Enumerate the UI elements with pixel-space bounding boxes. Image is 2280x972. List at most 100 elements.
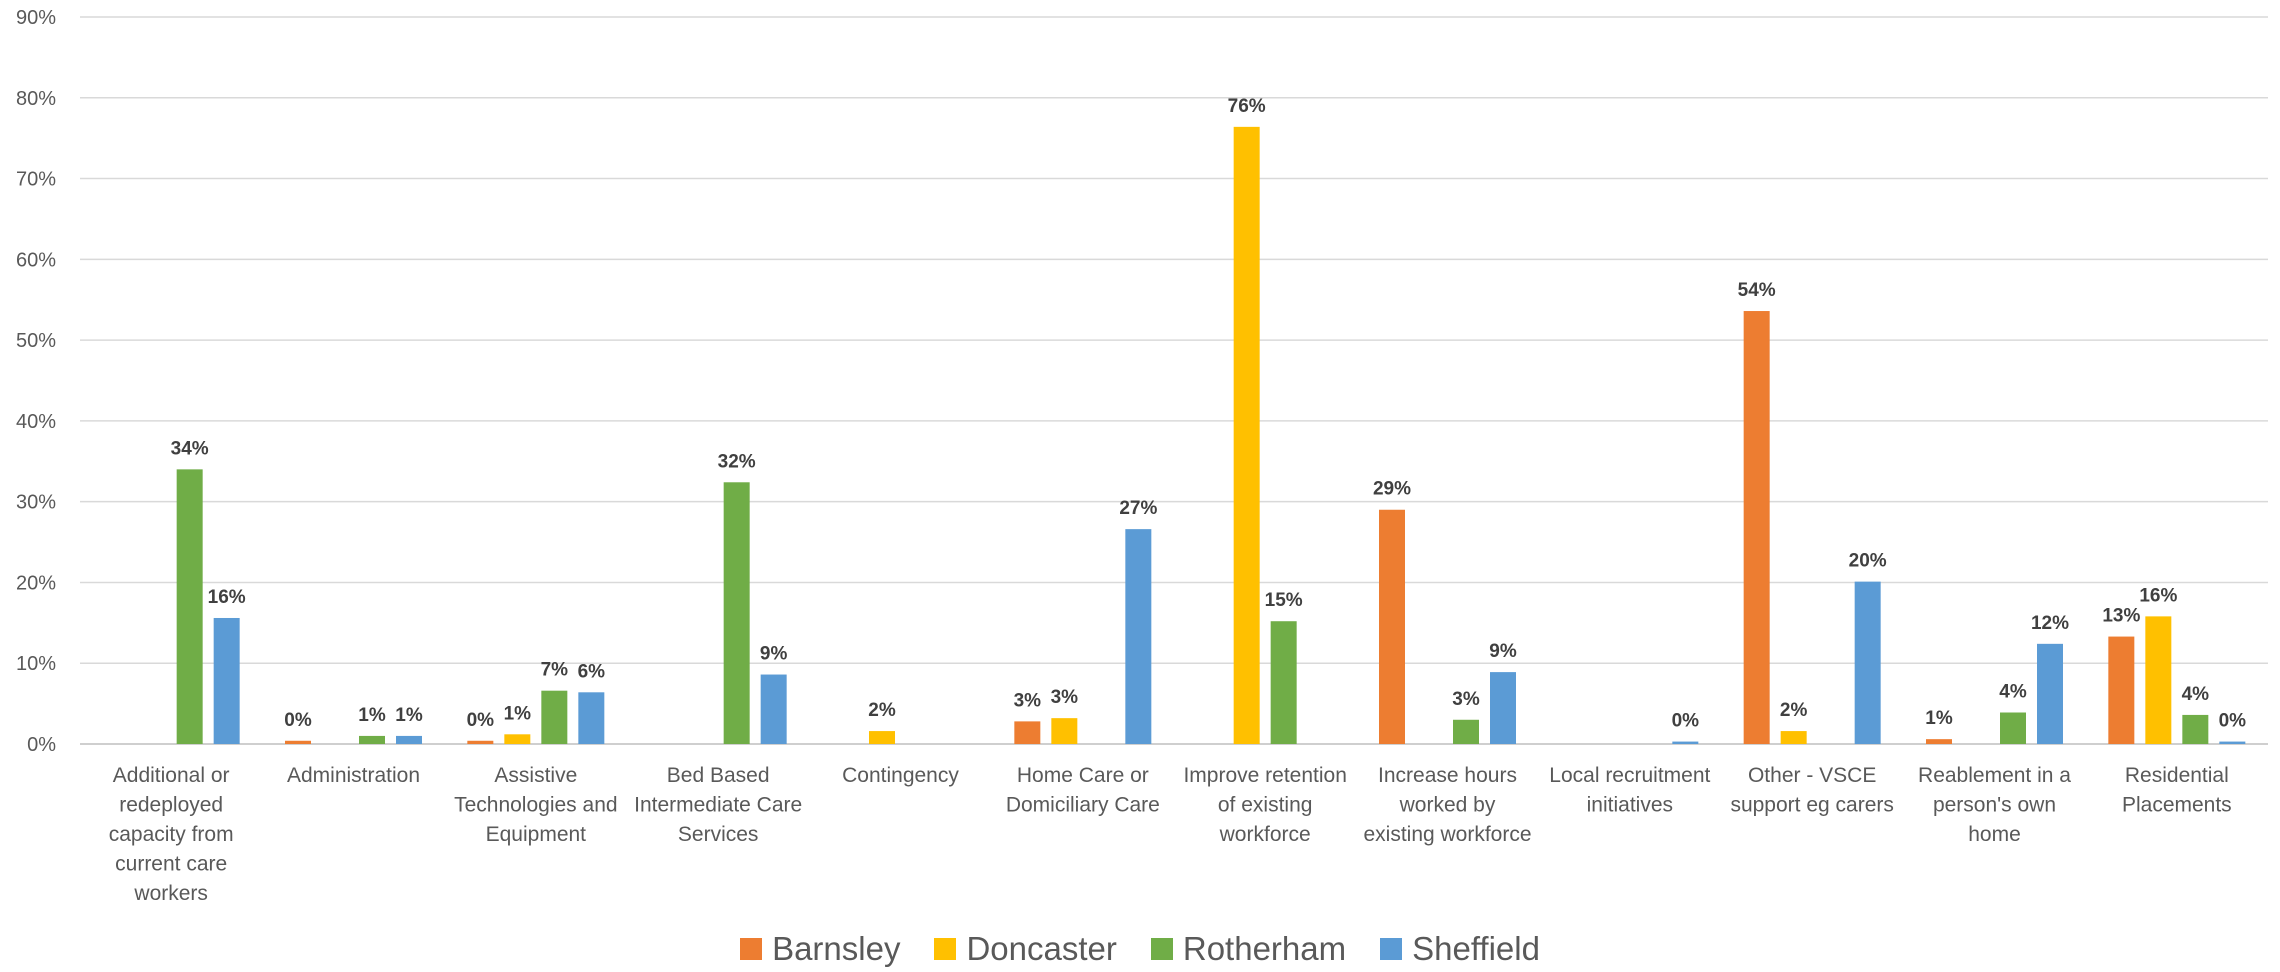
bar-sheffield xyxy=(1672,741,1699,744)
y-tick-label: 0% xyxy=(27,734,56,756)
legend-label: Sheffield xyxy=(1412,930,1540,967)
legend-label: Barnsley xyxy=(772,930,901,967)
category-label: Increase hours worked by existing workforc… xyxy=(1363,764,1531,846)
bar-doncaster xyxy=(1233,126,1260,744)
y-tick-label: 50% xyxy=(16,330,56,352)
legend-label: Rotherham xyxy=(1182,930,1347,967)
bar-sheffield xyxy=(2219,741,2246,744)
bar-barnsley xyxy=(1379,509,1405,744)
y-tick-label: 40% xyxy=(16,411,56,433)
bar-barnsley xyxy=(285,740,311,744)
y-tick-label: 70% xyxy=(16,169,56,191)
data-label: 16% xyxy=(208,587,246,608)
bar-doncaster xyxy=(1780,731,1807,744)
data-label: 15% xyxy=(1265,590,1303,611)
bar-barnsley xyxy=(1743,311,1770,744)
data-label: 0% xyxy=(1672,711,1700,732)
bar-sheffield xyxy=(396,735,422,744)
bar-barnsley xyxy=(1014,721,1041,744)
bar-sheffield xyxy=(1490,672,1516,744)
category-label: Local recruitment initiatives xyxy=(1549,764,1710,817)
legend: Barnsley Doncaster Rotherham Sheffield xyxy=(0,930,2280,968)
data-label: 3% xyxy=(1014,690,1042,711)
data-label: 4% xyxy=(2182,684,2210,705)
x-axis: Additional or redeployed capacity from curr… xyxy=(109,764,2232,905)
data-label: 9% xyxy=(1489,641,1517,662)
bar-rotherham xyxy=(1453,719,1479,744)
bar-doncaster xyxy=(1051,718,1078,744)
legend-item-rotherham: Rotherham xyxy=(1150,930,1347,968)
bar-chart: 0% 10% 20% 30% 40% 50% 60% 70% 80% 90% 0% 0% 3% 29% 5… xyxy=(16,7,2268,905)
data-label: 20% xyxy=(1849,551,1887,572)
data-label: 32% xyxy=(718,451,756,472)
category-label: Other - VSCE support eg carers xyxy=(1730,764,1893,817)
category-label: Residential Placements xyxy=(2122,764,2232,817)
data-label: 3% xyxy=(1452,689,1480,710)
data-label: 1% xyxy=(1925,708,1953,729)
bar-doncaster xyxy=(869,731,895,744)
data-label: 1% xyxy=(504,703,532,724)
y-tick-label: 30% xyxy=(16,492,56,514)
bar-sheffield xyxy=(213,617,240,744)
bar-rotherham xyxy=(176,469,203,744)
data-label: 0% xyxy=(284,710,312,731)
data-label: 12% xyxy=(2031,613,2069,634)
bar-sheffield xyxy=(2037,643,2063,744)
legend-swatch xyxy=(740,938,763,960)
legend-item-sheffield: Sheffield xyxy=(1380,930,1540,968)
legend-item-barnsley: Barnsley xyxy=(740,930,900,968)
bar-rotherham xyxy=(359,735,385,744)
data-label: 76% xyxy=(1228,96,1266,117)
bar-rotherham xyxy=(1270,621,1297,744)
bar-sheffield xyxy=(1125,529,1152,744)
data-label: 1% xyxy=(395,705,423,726)
legend-swatch xyxy=(1150,938,1173,960)
data-label: 54% xyxy=(1738,280,1776,301)
category-label: Bed Based Intermediate Care Services xyxy=(634,764,802,846)
bar-rotherham xyxy=(541,690,568,744)
data-label: 2% xyxy=(868,700,896,721)
bar-rotherham xyxy=(2000,712,2026,744)
bar-sheffield xyxy=(760,674,787,744)
bar-rotherham xyxy=(2182,714,2209,744)
bar-barnsley xyxy=(467,740,494,744)
bar-doncaster xyxy=(2145,616,2172,744)
data-label: 16% xyxy=(2139,585,2177,606)
y-axis: 0% 10% 20% 30% 40% 50% 60% 70% 80% 90% xyxy=(16,7,56,756)
bar-barnsley xyxy=(2108,636,2135,744)
data-label: 6% xyxy=(578,661,606,682)
category-label: Improve retention of existing workforce xyxy=(1183,764,1346,846)
legend-swatch xyxy=(934,938,957,960)
data-label: 3% xyxy=(1051,687,1079,708)
legend-item-doncaster: Doncaster xyxy=(934,930,1117,968)
data-label: 4% xyxy=(1999,681,2027,702)
y-tick-label: 60% xyxy=(16,249,56,271)
legend-label: Doncaster xyxy=(966,930,1117,967)
category-label: Reablement in a person's own home xyxy=(1918,764,2071,846)
data-label: 0% xyxy=(467,710,495,731)
data-label: 13% xyxy=(2102,606,2140,627)
category-label: Home Care or Domiciliary Care xyxy=(1006,764,1160,817)
data-label: 1% xyxy=(358,705,386,726)
data-label: 0% xyxy=(2219,711,2247,732)
y-tick-label: 80% xyxy=(16,88,56,110)
legend-swatch xyxy=(1380,938,1403,960)
data-label: 7% xyxy=(541,660,569,681)
bar-sheffield xyxy=(578,692,605,744)
data-label: 2% xyxy=(1780,700,1808,721)
category-label: Assistive Technologies and Equipment xyxy=(454,764,617,846)
y-tick-label: 20% xyxy=(16,572,56,594)
category-label: Additional or redeployed capacity from curr… xyxy=(109,764,234,905)
data-label: 29% xyxy=(1373,479,1411,500)
bar-sheffield xyxy=(1854,581,1881,744)
bar-doncaster xyxy=(504,734,531,744)
data-labels: 0% 0% 3% 29% 54% 1% 13% 1% 2% 3% 76% 2% 16% 34% 1% 7% 32… xyxy=(171,96,2247,732)
category-label: Administration xyxy=(287,764,420,787)
y-tick-label: 10% xyxy=(16,653,56,675)
bar-rotherham xyxy=(723,482,750,744)
bar-barnsley xyxy=(1926,739,1952,744)
data-label: 34% xyxy=(171,438,209,459)
gridlines xyxy=(80,16,2268,745)
data-label: 27% xyxy=(1119,498,1157,519)
bars xyxy=(176,126,2246,744)
